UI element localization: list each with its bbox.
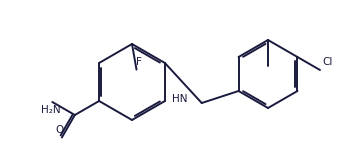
- Text: Cl: Cl: [322, 57, 332, 67]
- Text: F: F: [136, 57, 142, 67]
- Text: O: O: [56, 125, 64, 134]
- Text: H₂N: H₂N: [41, 105, 60, 115]
- Text: HN: HN: [172, 94, 188, 104]
